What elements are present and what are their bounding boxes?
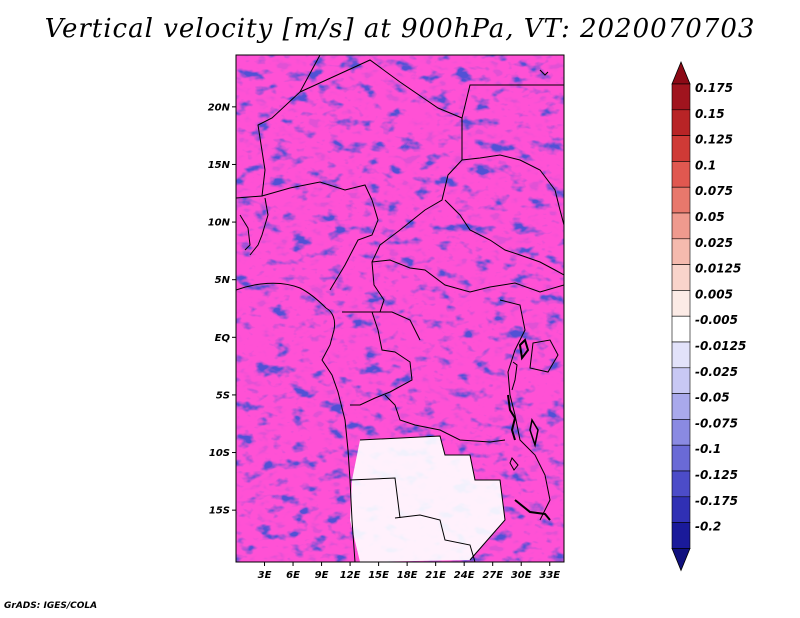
colorbar-label: -0.175 [695,494,738,508]
lon-tick-label: 21E [425,570,446,581]
colorbar-label: -0.025 [695,365,738,379]
colorbar-swatch [671,315,691,343]
country-boundaries [236,55,564,562]
colorbar-label: 0.05 [695,210,725,224]
colorbar-swatch [671,238,691,265]
lon-tick-label: 30E [511,570,532,581]
lon-tick-label: 24E [454,570,475,581]
lon-tick-label: 33E [539,570,560,581]
longitude-axis: 3E 6E 9E 12E 15E 18E 21E 24E 27E 30E 33E [258,562,560,581]
colorbar-label: 0.1 [695,158,716,172]
grads-credit: GrADS: IGES/COLA [4,601,98,611]
colorbar-label: -0.075 [695,416,738,430]
lat-tick-label: 10S [209,448,230,459]
colorbar-swatch [671,290,691,317]
lon-tick-label: 27E [482,570,503,581]
lat-tick-label: EQ [215,333,231,344]
lon-tick-label: 6E [286,570,300,581]
colorbar-swatch [671,264,691,291]
colorbar-label: 0.0125 [695,262,741,276]
colorbar-label: 0.15 [695,107,725,121]
colorbar-label: -0.005 [695,313,738,327]
colorbar-bottom-cap [671,548,691,572]
colorbar-swatch [671,496,691,523]
lon-tick-label: 15E [368,570,389,581]
colorbar-label: 0.025 [695,236,733,250]
colorbar-swatch [671,444,691,472]
colorbar-swatch [671,367,691,394]
colorbar-swatch [671,212,691,240]
lon-tick-label: 12E [340,570,361,581]
colorbar-swatch [671,393,691,420]
colorbar-label: 0.125 [695,133,733,147]
colorbar-swatch [671,135,691,162]
lat-tick-label: 20N [208,102,231,113]
lon-tick-label: 18E [397,570,418,581]
colorbar-swatch [671,83,691,111]
lat-tick-label: 10N [208,218,231,229]
chart-title: Vertical velocity [m/s] at 900hPa, VT: 2… [44,14,756,44]
colorbar-label: 0.075 [695,184,733,198]
lat-tick-label: 15N [208,160,231,171]
colorbar-label: 0.005 [695,287,733,301]
colorbar-top-cap [671,60,691,85]
colorbar-swatch [671,341,691,369]
colorbar-label: -0.1 [695,442,721,456]
lon-tick-label: 9E [315,570,329,581]
latitude-axis: 20N 15N 10N 5N EQ 5S 10S 15S [208,102,236,517]
colorbar-label: -0.0125 [695,339,746,353]
colorbar-swatch [671,161,691,188]
lat-tick-label: 5N [215,275,231,286]
colorbar-label: -0.05 [695,391,730,405]
lat-tick-label: 5S [216,390,230,401]
colorbar-swatch [671,419,691,446]
lat-tick-label: 15S [209,506,230,517]
colorbar-label: 0.175 [695,81,733,95]
colorbar-swatch [671,522,691,549]
lon-tick-label: 3E [258,570,272,581]
colorbar-swatch [671,470,691,498]
velocity-field [236,55,564,562]
colorbar-label: -0.125 [695,468,738,482]
colorbar-swatch [671,186,691,214]
map-frame [235,54,565,563]
colorbar-swatch [671,109,691,136]
colorbar: 0.175 0.15 0.125 0.1 0.075 0.05 0.025 0.0125 0.0… [671,60,746,572]
colorbar-label: -0.2 [695,520,721,534]
